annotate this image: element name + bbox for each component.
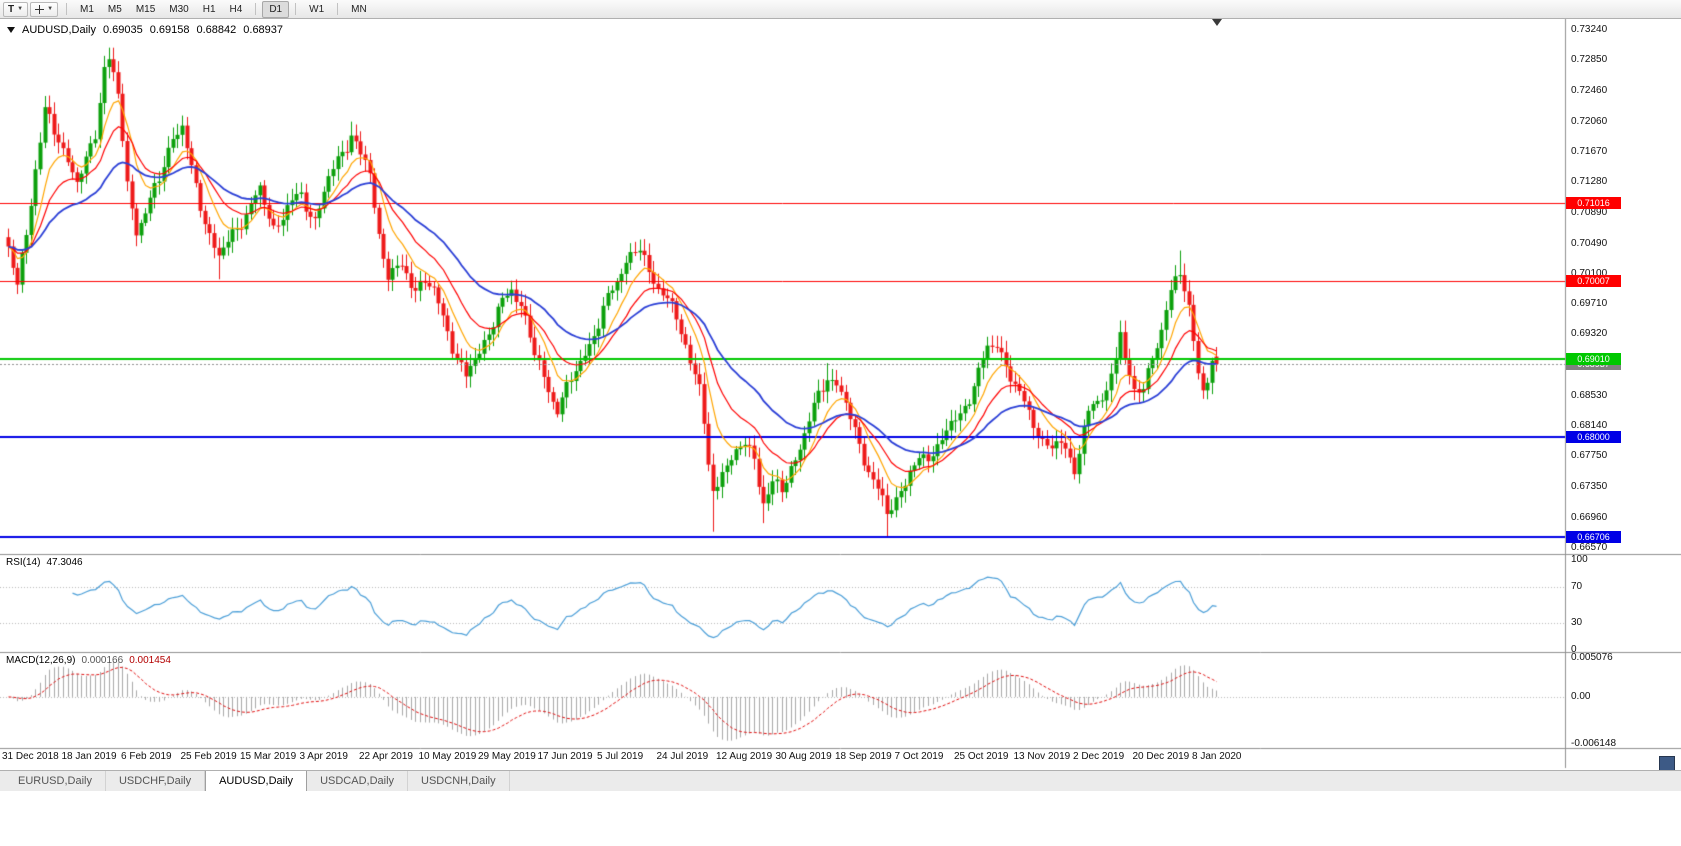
macd-axis-label: 0.00 xyxy=(1571,690,1591,702)
toolbar-separator xyxy=(255,2,257,15)
price-axis-label: 0.67750 xyxy=(1571,450,1608,462)
rsi-value: 47.3046 xyxy=(46,557,83,568)
ohlc-low-value: 0.68842 xyxy=(196,24,237,36)
date-axis-label: 15 Mar 2019 xyxy=(240,751,297,762)
price-axis-label: 0.72060 xyxy=(1571,115,1608,127)
date-axis-label: 18 Jan 2019 xyxy=(61,751,117,762)
date-axis-label: 31 Dec 2018 xyxy=(2,751,59,762)
timeframe-d1-button[interactable]: D1 xyxy=(262,0,290,18)
date-axis-label: 5 Jul 2019 xyxy=(597,751,644,762)
date-axis-label: 25 Feb 2019 xyxy=(180,751,237,762)
date-axis-label: 12 Aug 2019 xyxy=(716,751,773,762)
timeframe-m1-button[interactable]: M1 xyxy=(80,3,94,15)
rsi-axis-label: 30 xyxy=(1571,617,1583,628)
price-level-tag: 0.69010 xyxy=(1566,352,1621,365)
price-axis-label: 0.69320 xyxy=(1571,328,1608,340)
price-axis-label: 0.72460 xyxy=(1571,84,1608,96)
date-axis-label: 3 Apr 2019 xyxy=(299,751,348,762)
tab-list: EURUSD,Daily USDCHF,Daily AUDUSD,Daily USDC… xyxy=(5,771,510,791)
date-axis-label: 17 Jun 2019 xyxy=(537,751,593,762)
rsi-axis-label: 70 xyxy=(1571,581,1583,592)
macd-indicator-label: MACD(12,26,9) 0.000166 0.001454 xyxy=(6,655,171,666)
date-axis-label: 13 Nov 2019 xyxy=(1013,751,1071,762)
price-axis-label: 0.66570 xyxy=(1571,542,1608,553)
text-tool-button[interactable]: T ▼ xyxy=(3,1,29,17)
price-axis-label: 0.70890 xyxy=(1571,206,1608,218)
timeframe-h1-button[interactable]: H1 xyxy=(202,3,216,15)
ohlc-open-value: 0.69035 xyxy=(102,24,143,36)
date-axis-label: 25 Oct 2019 xyxy=(954,751,1009,762)
date-axis-label: 20 Dec 2019 xyxy=(1132,751,1190,762)
tab-usdcad-daily[interactable]: USDCAD,Daily xyxy=(307,771,409,791)
price-level-tag: 0.70007 xyxy=(1566,275,1621,288)
price-axis-label: 0.71280 xyxy=(1571,176,1608,188)
price-axis-label: 0.67350 xyxy=(1571,481,1608,493)
chart-title-marker-icon xyxy=(7,27,15,33)
tab-usdchf-daily[interactable]: USDCHF,Daily xyxy=(106,771,206,791)
top-toolbar: T ▼ ▼ M1 M5 M15 M30 H1 H4 D1 W1 MN xyxy=(0,0,1681,19)
toolbar-separator xyxy=(295,2,297,15)
toolbar-separator xyxy=(66,3,68,15)
tab-audusd-daily[interactable]: AUDUSD,Daily xyxy=(205,771,308,791)
tab-usdcnh-daily[interactable]: USDCNH,Daily xyxy=(408,771,510,791)
date-axis-label: 2 Dec 2019 xyxy=(1073,751,1125,762)
date-axis-label: 7 Oct 2019 xyxy=(894,751,944,762)
timeframe-w1-button[interactable]: W1 xyxy=(309,3,325,15)
date-axis-label: 18 Sep 2019 xyxy=(835,751,892,762)
ohlc-high-value: 0.69158 xyxy=(149,24,190,36)
price-level-tag: 0.68000 xyxy=(1566,430,1621,443)
timeframe-m5-button[interactable]: M5 xyxy=(107,3,122,15)
macd-axis-label: -0.006148 xyxy=(1571,738,1617,749)
price-axis-label: 0.72850 xyxy=(1571,54,1608,66)
date-axis-label: 10 May 2019 xyxy=(418,751,477,762)
price-level-tag: 0.66706 xyxy=(1566,531,1621,544)
price-axis-label: 0.68530 xyxy=(1571,389,1608,401)
dropdown-caret-icon: ▼ xyxy=(47,6,54,12)
date-axis-label: 24 Jul 2019 xyxy=(656,751,709,762)
crosshair-icon xyxy=(35,4,45,14)
cursor-tool-button[interactable]: ▼ xyxy=(30,1,59,17)
timeframe-m30-button[interactable]: M30 xyxy=(169,3,189,15)
timeframe-m15-button[interactable]: M15 xyxy=(135,3,156,15)
rsi-axis-label: 100 xyxy=(1571,554,1588,565)
date-axis-label: 30 Aug 2019 xyxy=(775,751,832,762)
rsi-label: RSI(14) xyxy=(6,557,41,568)
price-level-tag: 0.71016 xyxy=(1566,196,1621,209)
date-axis-label: 8 Jan 2020 xyxy=(1192,751,1242,762)
tab-eurusd-daily[interactable]: EURUSD,Daily xyxy=(5,771,106,791)
toolbar-separator xyxy=(337,2,339,15)
price-axis-label: 0.73240 xyxy=(1571,24,1608,35)
price-axis-label: 0.68140 xyxy=(1571,420,1608,432)
text-tool-label: T xyxy=(8,3,15,15)
price-axis-label: 0.70100 xyxy=(1571,267,1608,279)
date-axis-label: 29 May 2019 xyxy=(478,751,536,762)
chart-title: AUDUSD,Daily 0.69035 0.69158 0.68842 0.6… xyxy=(7,24,283,36)
chart-shift-marker[interactable] xyxy=(1212,19,1222,26)
date-axis-label: 22 Apr 2019 xyxy=(359,751,413,762)
rsi-axis-label: 0 xyxy=(1571,644,1577,655)
price-axis-label: 0.71670 xyxy=(1571,145,1608,157)
ohlc-close-value: 0.68937 xyxy=(243,24,284,36)
price-axis-label: 0.70490 xyxy=(1571,237,1608,249)
timeframe-button-group: M1 M5 M15 M30 H1 H4 D1 W1 MN xyxy=(73,0,374,18)
timeframe-mn-button[interactable]: MN xyxy=(351,3,367,15)
dropdown-caret-icon: ▼ xyxy=(17,6,24,12)
macd-label: MACD(12,26,9) xyxy=(6,655,76,666)
macd-main-value: 0.000166 xyxy=(81,655,124,666)
chart-tabbar: EURUSD,Daily USDCHF,Daily AUDUSD,Daily USDC… xyxy=(0,770,1681,791)
rsi-indicator-label: RSI(14) 47.3046 xyxy=(6,557,83,568)
chart-symbol-label: AUDUSD,Daily xyxy=(22,24,96,36)
macd-signal-value: 0.001454 xyxy=(129,655,171,666)
date-axis-label: 6 Feb 2019 xyxy=(121,751,172,762)
timeframe-h4-button[interactable]: H4 xyxy=(229,3,243,15)
macd-axis-label: 0.005076 xyxy=(1571,652,1613,663)
price-axis-label: 0.69710 xyxy=(1571,298,1608,310)
price-axis-label: 0.66960 xyxy=(1571,511,1608,523)
